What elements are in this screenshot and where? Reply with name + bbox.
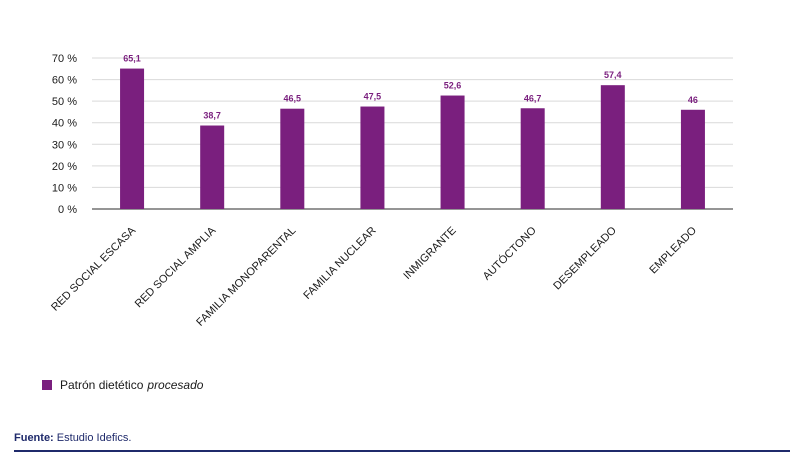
bar xyxy=(440,95,465,209)
x-tick-label: EMPLEADO xyxy=(647,224,699,276)
legend-label: Patrón dietético xyxy=(60,378,144,392)
data-label: 65,1 xyxy=(123,54,141,64)
y-tick-label: 40 % xyxy=(52,118,77,130)
legend: Patrón dietético procesado xyxy=(42,378,203,392)
bar xyxy=(120,68,145,209)
bar xyxy=(360,106,385,209)
bar xyxy=(280,108,305,209)
data-label: 52,6 xyxy=(444,81,462,91)
source-text: Estudio Idefics. xyxy=(56,432,132,444)
data-label: 46,5 xyxy=(284,94,302,104)
y-tick-label: 50 % xyxy=(52,96,77,108)
bar xyxy=(680,109,705,209)
source-note: Fuente: Estudio Idefics. xyxy=(14,432,131,444)
legend-label-italic: procesado xyxy=(147,378,204,392)
x-tick-label: AUTÓCTONO xyxy=(480,224,539,283)
x-tick-label: RED SOCIAL ESCASA xyxy=(49,224,138,313)
bar-chart: 0 % 10 % 20 % 30 % 40 % 50 % 60 % 70 % 65,1 RED S… xyxy=(49,53,733,329)
bar xyxy=(200,125,225,209)
data-label: 46 xyxy=(688,95,698,105)
source-divider xyxy=(14,450,790,452)
y-tick-label: 20 % xyxy=(52,161,77,173)
bar xyxy=(600,85,625,209)
x-tick-label: DESEMPLEADO xyxy=(551,224,619,292)
y-tick-label: 30 % xyxy=(52,139,77,151)
source-label: Fuente: xyxy=(14,432,54,444)
x-tick-label: RED SOCIAL AMPLIA xyxy=(133,224,219,310)
legend-swatch xyxy=(42,380,52,390)
y-tick-label: 0 % xyxy=(58,204,77,216)
data-label: 46,7 xyxy=(524,93,542,103)
y-tick-label: 70 % xyxy=(52,53,77,65)
data-label: 57,4 xyxy=(604,70,622,80)
bar xyxy=(520,108,545,209)
x-tick-label: INMIGRANTE xyxy=(401,225,458,282)
x-tick-label: FAMILIA NUCLEAR xyxy=(301,225,378,302)
data-label: 47,5 xyxy=(364,92,382,102)
y-tick-label: 60 % xyxy=(52,75,77,87)
y-tick-label: 10 % xyxy=(52,182,77,194)
data-label: 38,7 xyxy=(203,111,221,121)
